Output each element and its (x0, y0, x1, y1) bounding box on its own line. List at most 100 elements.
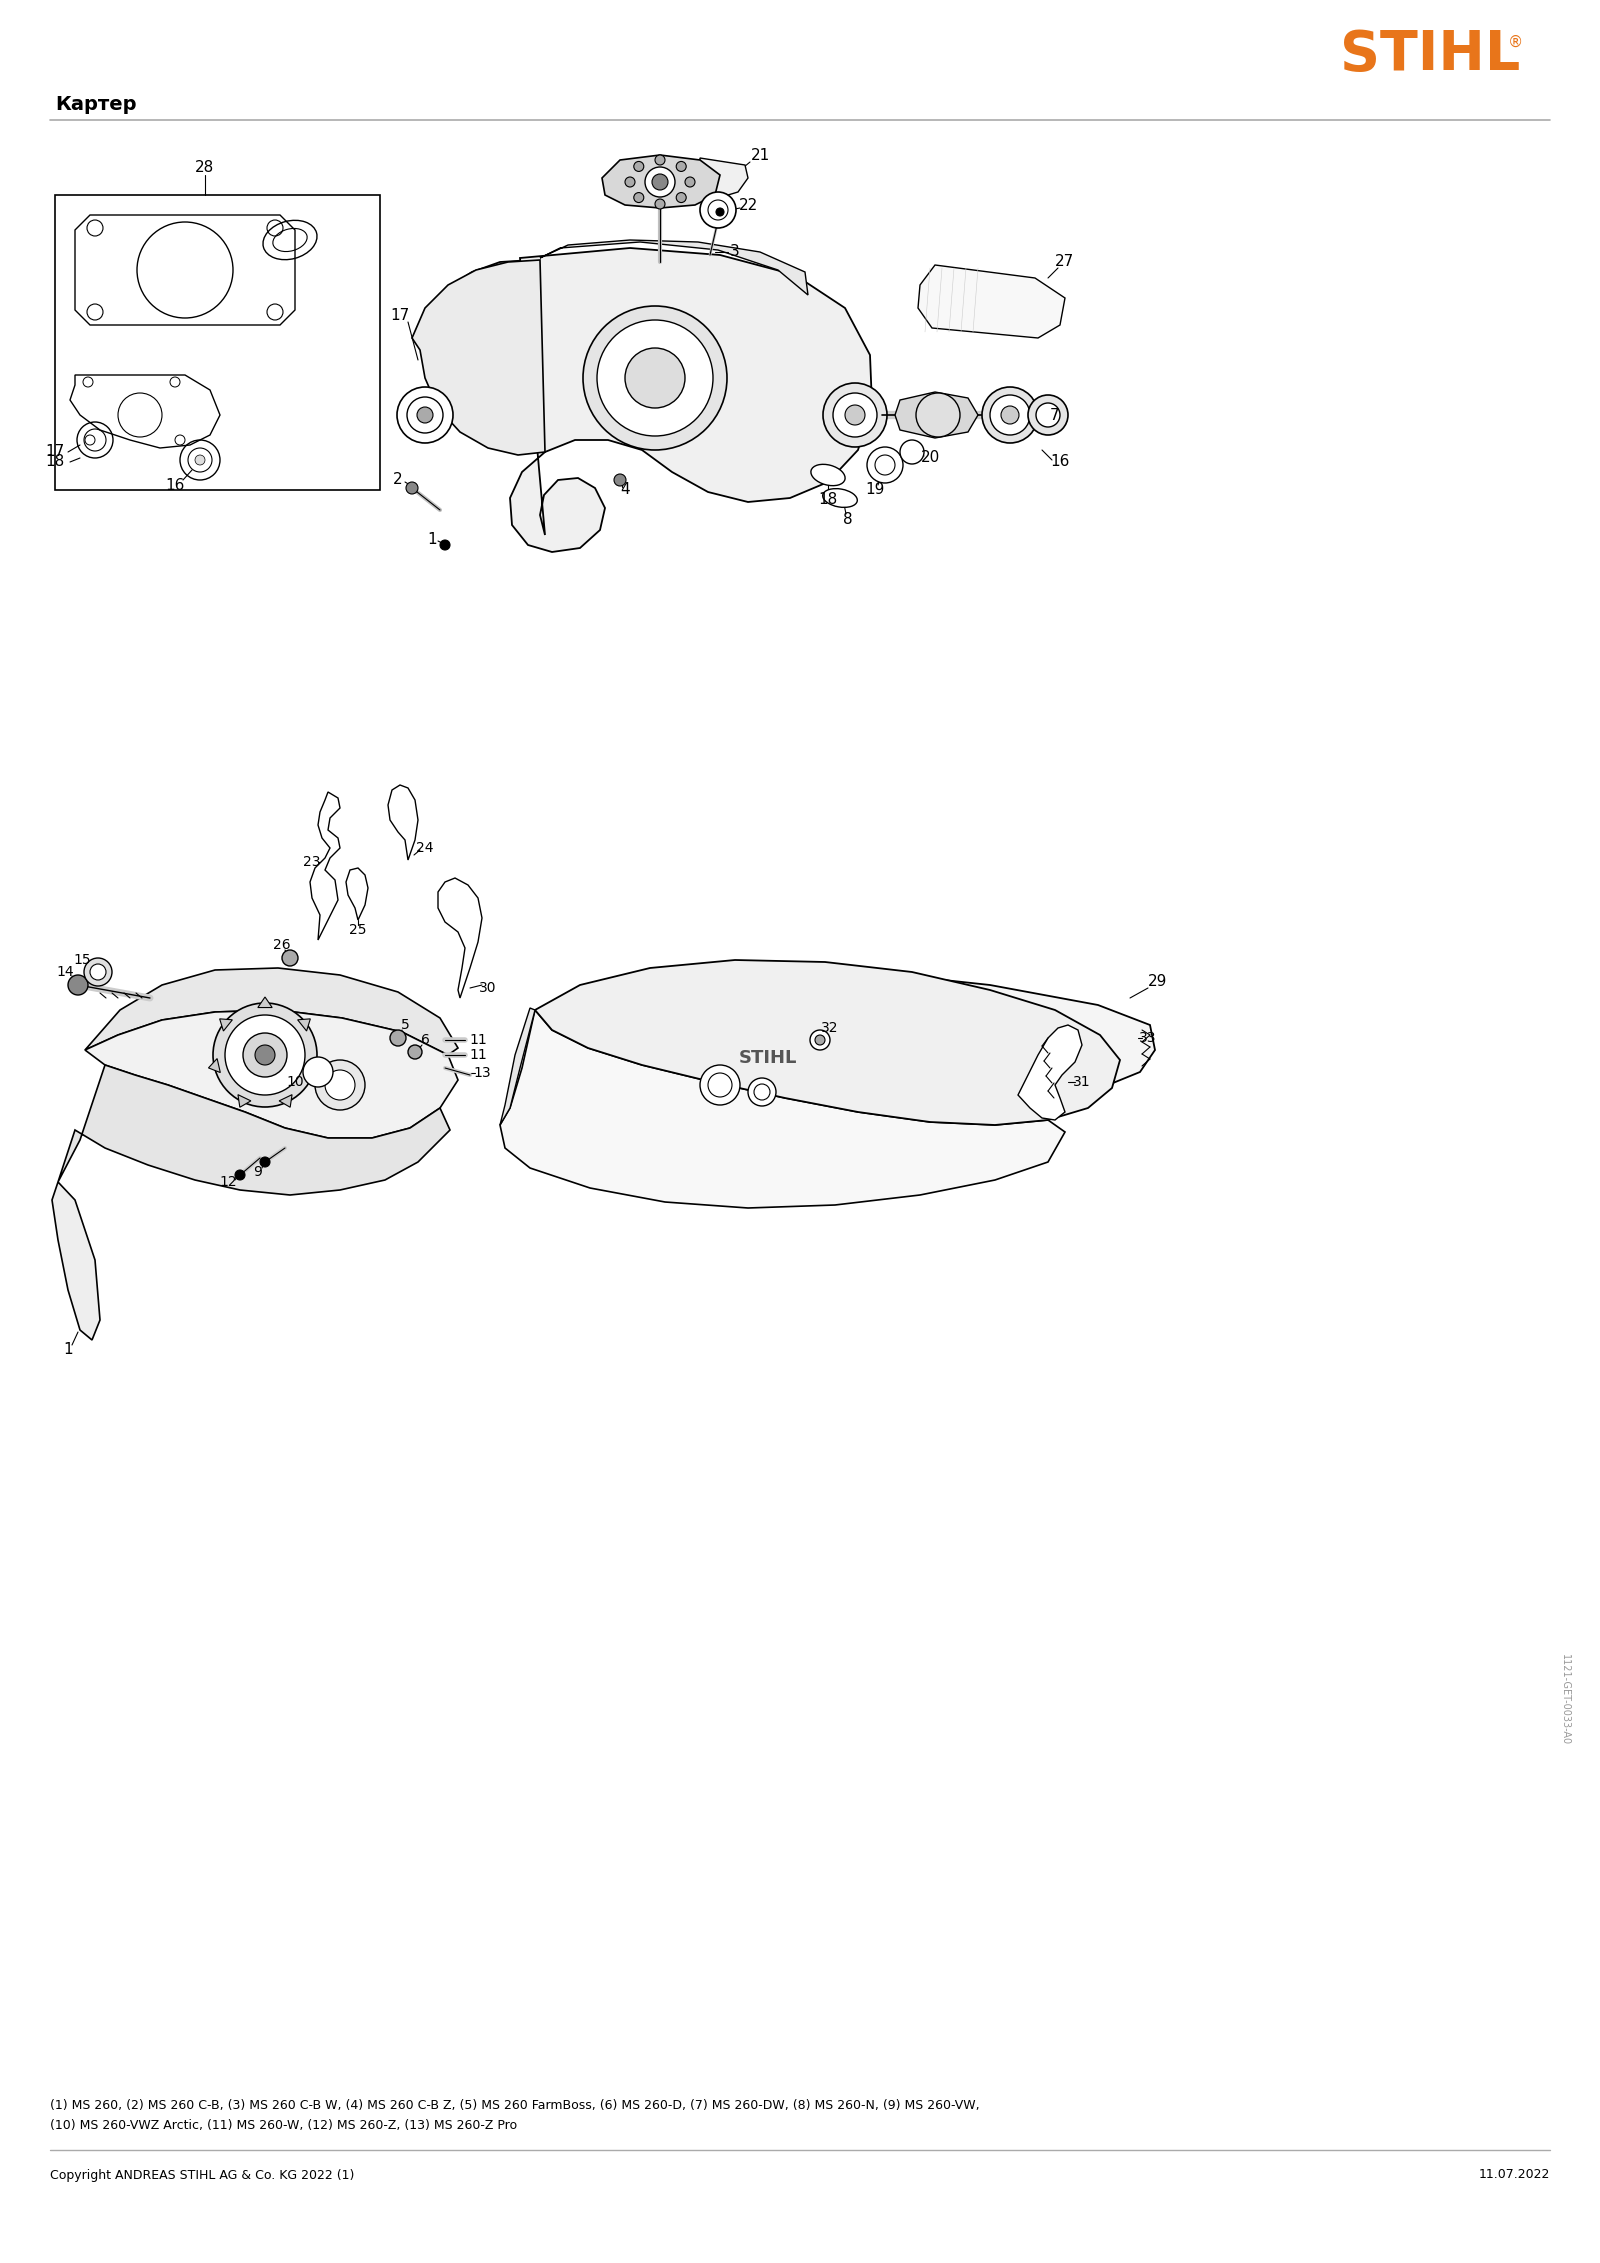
Circle shape (226, 1016, 306, 1095)
Circle shape (315, 1059, 365, 1109)
Circle shape (915, 394, 960, 437)
Text: 8: 8 (843, 511, 853, 527)
Circle shape (1027, 396, 1069, 434)
Polygon shape (499, 1009, 1066, 1208)
Polygon shape (238, 1095, 251, 1107)
Text: 11.07.2022: 11.07.2022 (1478, 2168, 1550, 2182)
Circle shape (810, 1030, 830, 1050)
Polygon shape (75, 215, 294, 326)
Circle shape (582, 306, 726, 450)
Circle shape (654, 154, 666, 165)
Text: 1121-GET-0033-A0: 1121-GET-0033-A0 (1560, 1654, 1570, 1745)
Polygon shape (258, 998, 272, 1007)
Polygon shape (85, 969, 458, 1055)
Circle shape (418, 407, 434, 423)
Circle shape (701, 1066, 739, 1104)
Circle shape (626, 349, 685, 407)
Text: 29: 29 (1149, 975, 1168, 989)
Text: 27: 27 (1056, 253, 1075, 269)
Polygon shape (894, 391, 978, 439)
Text: 30: 30 (480, 980, 496, 996)
Text: 5: 5 (400, 1018, 410, 1032)
Polygon shape (698, 158, 749, 197)
Circle shape (440, 541, 450, 550)
Text: 3: 3 (730, 244, 739, 260)
Circle shape (302, 1057, 333, 1086)
Text: 2: 2 (394, 473, 403, 487)
Circle shape (707, 199, 728, 220)
Text: 1: 1 (427, 532, 437, 548)
Polygon shape (534, 960, 1120, 1125)
Circle shape (685, 177, 694, 188)
Circle shape (677, 161, 686, 172)
Text: 26: 26 (274, 937, 291, 953)
Text: 28: 28 (195, 158, 214, 174)
Text: 23: 23 (304, 855, 320, 869)
Text: STIHL: STIHL (1339, 27, 1520, 81)
Circle shape (701, 192, 736, 229)
Circle shape (990, 396, 1030, 434)
Circle shape (235, 1170, 245, 1179)
Circle shape (397, 387, 453, 444)
Polygon shape (208, 1059, 221, 1073)
Polygon shape (510, 249, 872, 552)
Text: 11: 11 (469, 1048, 486, 1061)
Circle shape (243, 1032, 286, 1077)
Circle shape (677, 192, 686, 204)
Text: 21: 21 (750, 147, 770, 163)
Circle shape (653, 174, 669, 190)
Polygon shape (387, 785, 418, 860)
Polygon shape (1018, 1025, 1082, 1120)
Polygon shape (85, 1009, 458, 1138)
Text: 14: 14 (56, 964, 74, 980)
Circle shape (626, 177, 635, 188)
Circle shape (634, 192, 643, 204)
Circle shape (717, 208, 723, 215)
Text: 20: 20 (920, 450, 939, 466)
Text: 25: 25 (349, 923, 366, 937)
Polygon shape (414, 260, 605, 398)
Circle shape (282, 950, 298, 966)
Text: 15: 15 (74, 953, 91, 966)
Text: Copyright ANDREAS STIHL AG & Co. KG 2022 (1): Copyright ANDREAS STIHL AG & Co. KG 2022… (50, 2168, 354, 2182)
Polygon shape (346, 869, 368, 921)
Polygon shape (310, 792, 339, 939)
Circle shape (325, 1070, 355, 1100)
Ellipse shape (811, 464, 845, 487)
Circle shape (899, 439, 925, 464)
Text: 10: 10 (286, 1075, 304, 1089)
Circle shape (822, 382, 886, 448)
Circle shape (390, 1030, 406, 1046)
Text: 33: 33 (1139, 1032, 1157, 1046)
Polygon shape (438, 878, 482, 998)
Circle shape (1002, 405, 1019, 423)
Circle shape (83, 957, 112, 987)
Text: (1) MS 260, (2) MS 260 C-B, (3) MS 260 C-B W, (4) MS 260 C-B Z, (5) MS 260 FarmB: (1) MS 260, (2) MS 260 C-B, (3) MS 260 C… (50, 2098, 979, 2111)
Circle shape (254, 1046, 275, 1066)
Polygon shape (605, 969, 1155, 1091)
Text: 7: 7 (1050, 407, 1059, 423)
Circle shape (749, 1077, 776, 1107)
Circle shape (259, 1156, 270, 1168)
Text: 12: 12 (219, 1174, 237, 1188)
Text: 6: 6 (421, 1032, 429, 1048)
Text: 11: 11 (469, 1032, 486, 1048)
Text: 22: 22 (738, 197, 758, 213)
Polygon shape (58, 1066, 450, 1195)
Text: 31: 31 (1074, 1075, 1091, 1089)
Polygon shape (602, 154, 720, 208)
Polygon shape (918, 265, 1066, 337)
Text: (10) MS 260-VWZ Arctic, (11) MS 260-W, (12) MS 260-Z, (13) MS 260-Z Pro: (10) MS 260-VWZ Arctic, (11) MS 260-W, (… (50, 2118, 517, 2132)
Text: 1: 1 (62, 1342, 74, 1358)
Text: 18: 18 (45, 455, 64, 468)
Circle shape (834, 394, 877, 437)
Text: 18: 18 (818, 493, 838, 507)
Polygon shape (310, 1059, 322, 1073)
Circle shape (814, 1034, 826, 1046)
Circle shape (597, 319, 714, 437)
Polygon shape (541, 240, 808, 294)
Circle shape (875, 455, 894, 475)
Circle shape (654, 199, 666, 208)
Text: 13: 13 (474, 1066, 491, 1079)
Text: 24: 24 (416, 842, 434, 855)
